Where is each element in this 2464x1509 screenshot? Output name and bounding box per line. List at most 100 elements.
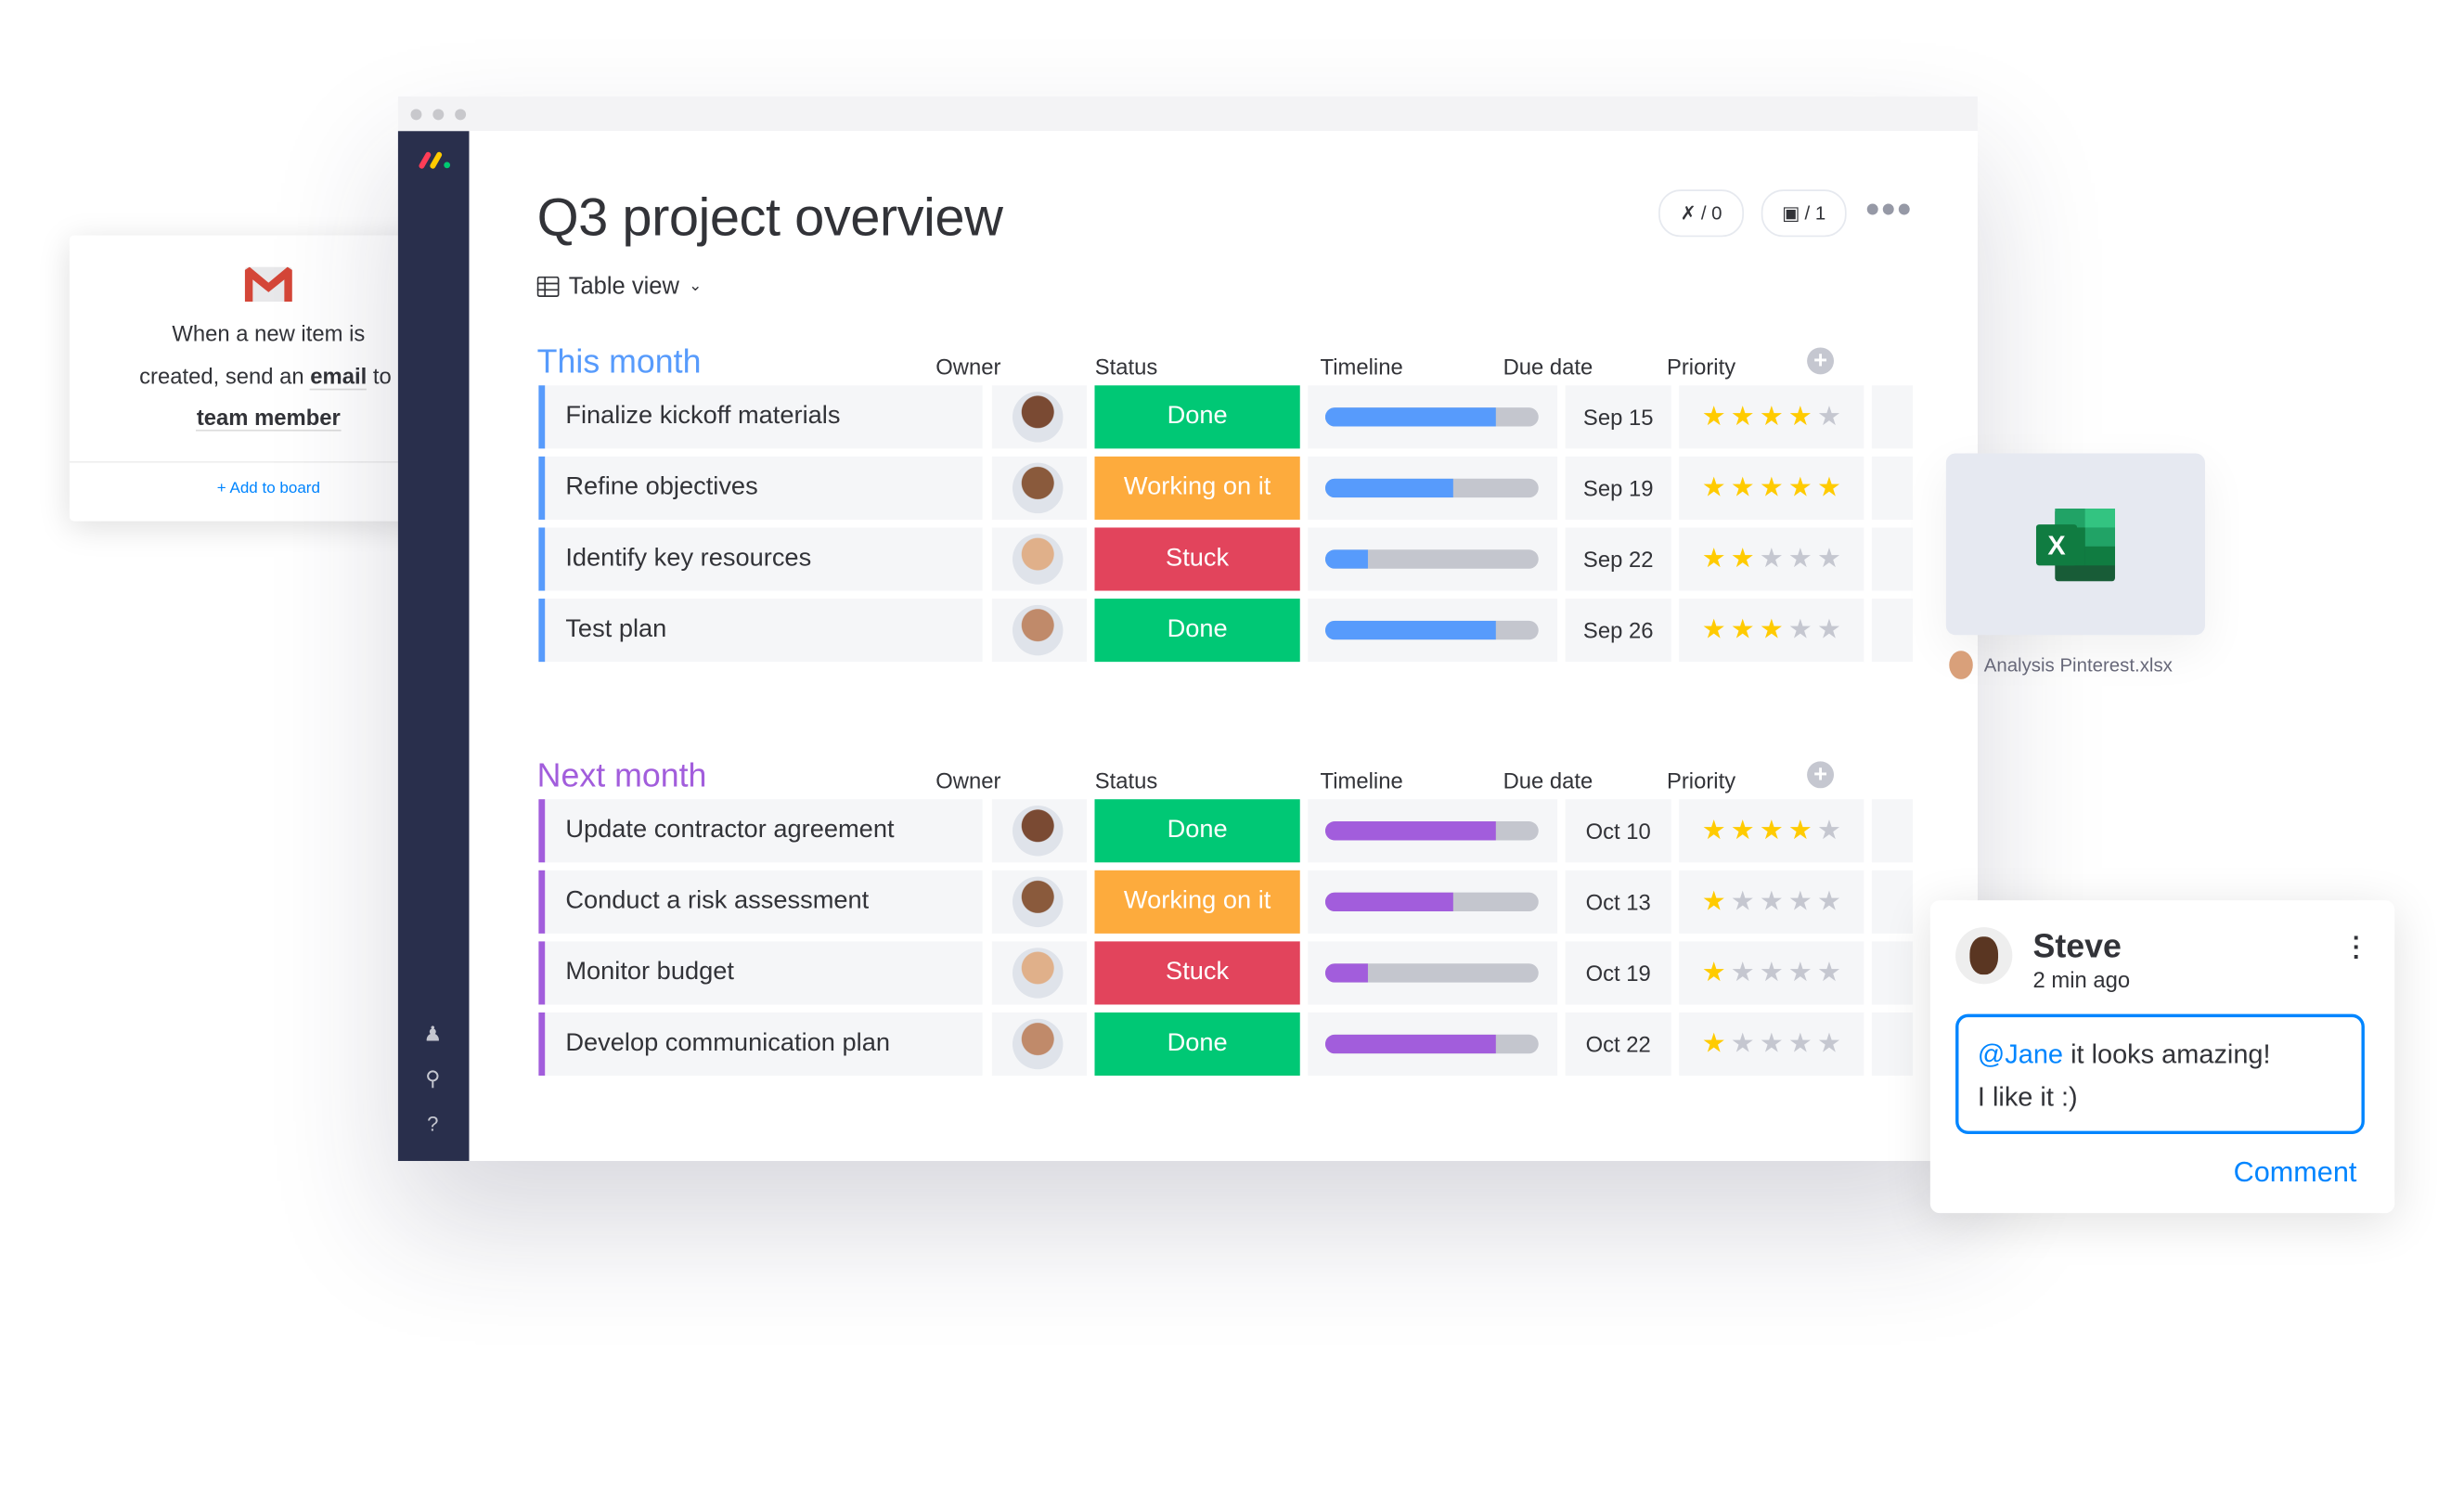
add-column-button[interactable]: + <box>1807 761 1835 789</box>
item-name[interactable]: Refine objectives <box>538 456 983 520</box>
star-icon[interactable]: ★ <box>1816 614 1841 645</box>
comment-textbox[interactable]: @Jane it looks amazing! I like it :) <box>1955 1013 2365 1135</box>
timeline-cell[interactable] <box>1308 385 1558 449</box>
table-row[interactable]: Test plan Done Sep 26 ★ ★ ★ ★ ★ <box>538 599 1914 663</box>
timeline-cell[interactable] <box>1308 1012 1558 1077</box>
star-icon[interactable]: ★ <box>1701 471 1726 503</box>
star-icon[interactable]: ★ <box>1816 1028 1841 1059</box>
timeline-cell[interactable] <box>1308 456 1558 520</box>
star-icon[interactable]: ★ <box>1730 401 1755 432</box>
star-icon[interactable]: ★ <box>1787 885 1813 917</box>
column-header-owner[interactable]: Owner <box>935 354 1001 380</box>
star-icon[interactable]: ★ <box>1787 401 1813 432</box>
search-icon[interactable]: ⚲ <box>425 1065 441 1090</box>
item-name[interactable]: Conduct a risk assessment <box>538 870 983 934</box>
column-header-priority[interactable]: Priority <box>1666 767 1736 793</box>
window-dot[interactable] <box>455 109 467 121</box>
star-icon[interactable]: ★ <box>1759 885 1784 917</box>
due-date[interactable]: Oct 13 <box>1565 870 1671 934</box>
star-icon[interactable]: ★ <box>1816 401 1841 432</box>
star-icon[interactable]: ★ <box>1787 471 1813 503</box>
owner-cell[interactable] <box>991 385 1087 449</box>
star-icon[interactable]: ★ <box>1787 614 1813 645</box>
star-icon[interactable]: ★ <box>1730 471 1755 503</box>
star-icon[interactable]: ★ <box>1787 957 1813 987</box>
kebab-menu-icon[interactable]: · · · <box>2352 925 2361 972</box>
window-dot[interactable] <box>410 109 422 121</box>
status-badge[interactable]: Stuck <box>1094 941 1300 1005</box>
status-badge[interactable]: Done <box>1094 599 1300 663</box>
window-dot[interactable] <box>432 109 445 121</box>
help-icon[interactable]: ? <box>427 1112 439 1136</box>
automation-email-token[interactable]: email <box>310 363 368 391</box>
file-name[interactable]: Analysis Pinterest.xlsx <box>1983 653 2173 677</box>
priority-rating[interactable]: ★ ★ ★ ★ ★ <box>1679 799 1864 863</box>
priority-rating[interactable]: ★ ★ ★ ★ ★ <box>1679 870 1864 934</box>
item-name[interactable]: Update contractor agreement <box>538 799 983 863</box>
star-icon[interactable]: ★ <box>1759 815 1784 845</box>
star-icon[interactable]: ★ <box>1701 957 1726 987</box>
star-icon[interactable]: ★ <box>1730 885 1755 917</box>
timeline-cell[interactable] <box>1308 941 1558 1005</box>
priority-rating[interactable]: ★ ★ ★ ★ ★ <box>1679 599 1864 663</box>
star-icon[interactable]: ★ <box>1701 1028 1726 1059</box>
star-icon[interactable]: ★ <box>1701 401 1726 432</box>
status-badge[interactable]: Done <box>1094 1012 1300 1077</box>
star-icon[interactable]: ★ <box>1787 1028 1813 1059</box>
table-row[interactable]: Monitor budget Stuck Oct 19 ★ ★ ★ ★ ★ <box>538 941 1914 1005</box>
table-row[interactable]: Refine objectives Working on it Sep 19 ★ ★ ★ ★… <box>538 456 1914 520</box>
star-icon[interactable]: ★ <box>1730 815 1755 845</box>
view-selector[interactable]: Table view ⌄ <box>536 273 702 300</box>
due-date[interactable]: Oct 22 <box>1565 1012 1671 1077</box>
priority-rating[interactable]: ★ ★ ★ ★ ★ <box>1679 527 1864 591</box>
column-header-owner[interactable]: Owner <box>935 767 1001 793</box>
comment-button[interactable]: Comment <box>2233 1155 2357 1188</box>
timeline-cell[interactable] <box>1308 799 1558 863</box>
item-name[interactable]: Develop communication plan <box>538 1012 983 1077</box>
star-icon[interactable]: ★ <box>1701 815 1726 845</box>
star-icon[interactable]: ★ <box>1787 815 1813 845</box>
owner-cell[interactable] <box>991 1012 1087 1077</box>
integrations-button[interactable]: ✗/ 0 <box>1658 189 1745 238</box>
timeline-cell[interactable] <box>1308 527 1558 591</box>
owner-cell[interactable] <box>991 527 1087 591</box>
table-row[interactable]: Identify key resources Stuck Sep 22 ★ ★ ★ ★ ★ <box>538 527 1914 591</box>
status-badge[interactable]: Done <box>1094 385 1300 449</box>
column-header-status[interactable]: Status <box>1094 354 1158 380</box>
file-preview-card[interactable]: X <box>1945 453 2205 636</box>
star-icon[interactable]: ★ <box>1730 543 1755 574</box>
due-date[interactable]: Sep 22 <box>1565 527 1671 591</box>
timeline-cell[interactable] <box>1308 599 1558 663</box>
priority-rating[interactable]: ★ ★ ★ ★ ★ <box>1679 385 1864 449</box>
column-header-timeline[interactable]: Timeline <box>1320 767 1403 793</box>
star-icon[interactable]: ★ <box>1816 543 1841 574</box>
star-icon[interactable]: ★ <box>1730 614 1755 645</box>
owner-cell[interactable] <box>991 456 1087 520</box>
monday-logo-icon[interactable] <box>417 150 451 169</box>
priority-rating[interactable]: ★ ★ ★ ★ ★ <box>1679 456 1864 520</box>
star-icon[interactable]: ★ <box>1701 543 1726 574</box>
star-icon[interactable]: ★ <box>1759 957 1784 987</box>
star-icon[interactable]: ★ <box>1701 614 1726 645</box>
status-badge[interactable]: Working on it <box>1094 870 1300 934</box>
add-to-board-link[interactable]: + Add to board <box>216 480 320 498</box>
star-icon[interactable]: ★ <box>1816 885 1841 917</box>
table-row[interactable]: Update contractor agreement Done Oct 10 ★ ★ ★… <box>538 799 1914 863</box>
timeline-cell[interactable] <box>1308 870 1558 934</box>
star-icon[interactable]: ★ <box>1730 1028 1755 1059</box>
item-name[interactable]: Identify key resources <box>538 527 983 591</box>
star-icon[interactable]: ★ <box>1759 401 1784 432</box>
due-date[interactable]: Sep 19 <box>1565 456 1671 520</box>
star-icon[interactable]: ★ <box>1730 957 1755 987</box>
status-badge[interactable]: Stuck <box>1094 527 1300 591</box>
add-column-button[interactable]: + <box>1807 347 1835 375</box>
star-icon[interactable]: ★ <box>1787 543 1813 574</box>
due-date[interactable]: Oct 10 <box>1565 799 1671 863</box>
mention[interactable]: @Jane <box>1977 1038 2064 1070</box>
star-icon[interactable]: ★ <box>1759 543 1784 574</box>
star-icon[interactable]: ★ <box>1759 471 1784 503</box>
column-header-due[interactable]: Due date <box>1503 354 1593 380</box>
owner-cell[interactable] <box>991 870 1087 934</box>
star-icon[interactable]: ★ <box>1759 1028 1784 1059</box>
group-title[interactable]: This month <box>536 344 702 381</box>
